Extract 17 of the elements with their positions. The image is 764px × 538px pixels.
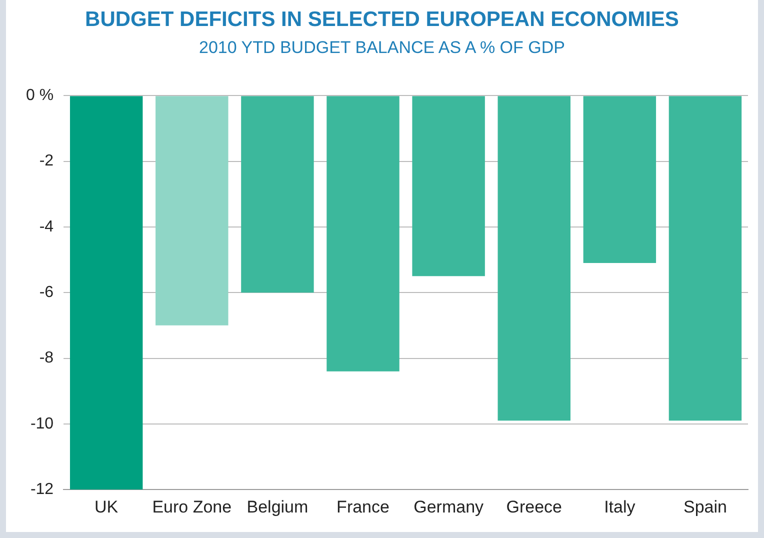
chart-subtitle: 2010 YTD BUDGET BALANCE AS A % OF GDP — [198, 38, 566, 58]
y-tick-label: -8 — [39, 350, 54, 367]
y-tick-label: -12 — [30, 481, 54, 498]
x-tick-label: Belgium — [246, 497, 308, 516]
y-tick-label: -2 — [39, 152, 54, 170]
chart-title: BUDGET DEFICITS IN SELECTED EUROPEAN ECONOMIES — [84, 8, 680, 32]
y-tick-label: -10 — [30, 415, 54, 432]
x-tick-label: Euro Zone — [152, 497, 232, 516]
y-tick-label: -6 — [39, 284, 54, 302]
x-tick-label: Spain — [683, 497, 727, 516]
x-tick-label: UK — [94, 497, 119, 516]
x-tick-label: France — [336, 497, 390, 516]
y-tick-label: 0 % — [26, 87, 54, 104]
x-tick-label: Greece — [506, 497, 562, 516]
x-tick-label: Germany — [414, 497, 484, 516]
y-tick-label: -4 — [39, 218, 54, 236]
x-tick-label: Italy — [604, 497, 636, 516]
